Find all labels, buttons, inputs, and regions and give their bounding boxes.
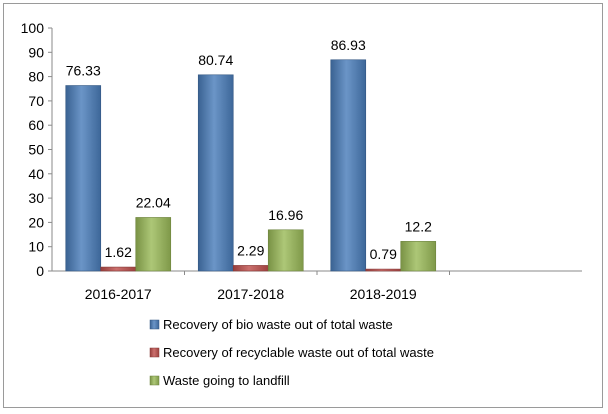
legend-label: Waste going to landfill	[163, 373, 290, 388]
y-tick-label: 90	[28, 44, 44, 60]
chart-frame: 0 10 20 30 40 50 60 70 80 90 100 2016-2017 2017-201…	[3, 3, 603, 408]
bar	[400, 241, 437, 272]
bar	[330, 59, 367, 272]
bar-chart: 0 10 20 30 40 50 60 70 80 90 100 2016-2017 2017-201…	[21, 20, 582, 388]
bar	[365, 268, 402, 272]
legend-item: Recovery of recyclable waste out of tota…	[149, 345, 434, 360]
bars	[65, 59, 437, 272]
y-tick-label: 10	[28, 239, 44, 255]
y-tick-label: 50	[28, 142, 44, 158]
data-label: 16.96	[268, 207, 303, 223]
y-tick-label: 40	[28, 166, 44, 182]
data-label: 2.29	[237, 242, 264, 258]
x-tick-label: 2017-2018	[217, 286, 284, 302]
data-labels: 76.33 1.62 22.04 80.74 2.29 16.96 86.93 0.79 12.…	[66, 37, 432, 262]
bar	[100, 266, 137, 272]
bar	[135, 217, 172, 272]
legend-swatch	[149, 375, 160, 386]
bar	[267, 229, 304, 272]
y-tick-label: 70	[28, 93, 44, 109]
y-tick-label: 80	[28, 69, 44, 85]
legend-item: Recovery of bio waste out of total waste	[149, 317, 393, 332]
y-tick-label: 0	[36, 263, 44, 279]
y-tick-label: 20	[28, 214, 44, 230]
legend-item: Waste going to landfill	[149, 373, 290, 388]
y-tick-label: 30	[28, 190, 44, 206]
data-label: 80.74	[198, 52, 233, 68]
y-tick-label: 100	[21, 20, 45, 36]
legend-swatch	[149, 347, 160, 358]
y-tick-label: 60	[28, 117, 44, 133]
bar	[232, 265, 269, 272]
data-label: 12.2	[405, 218, 432, 234]
legend-swatch	[149, 319, 160, 330]
legend-label: Recovery of recyclable waste out of tota…	[163, 345, 434, 360]
y-axis: 0 10 20 30 40 50 60 70 80 90 100	[21, 20, 53, 279]
data-label: 22.04	[136, 194, 171, 210]
data-label: 0.79	[370, 246, 397, 262]
legend-label: Recovery of bio waste out of total waste	[163, 317, 393, 332]
bar	[65, 85, 102, 272]
x-tick-label: 2016-2017	[85, 286, 152, 302]
x-axis: 2016-2017 2017-2018 2018-2019	[52, 270, 582, 302]
data-label: 86.93	[331, 37, 366, 53]
data-label: 1.62	[105, 244, 132, 260]
legend: Recovery of bio waste out of total waste…	[149, 317, 434, 388]
bar	[197, 74, 234, 272]
x-tick-label: 2018-2019	[350, 286, 417, 302]
data-label: 76.33	[66, 63, 101, 79]
